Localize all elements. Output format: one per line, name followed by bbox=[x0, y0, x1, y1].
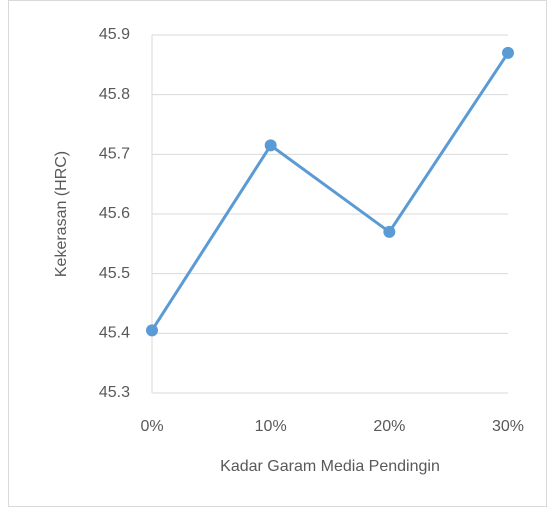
y-axis-title: Kekerasan (HRC) bbox=[53, 151, 70, 277]
y-tick-label: 45.3 bbox=[99, 384, 130, 401]
data-point bbox=[383, 225, 396, 238]
y-tick-label: 45.6 bbox=[99, 205, 130, 222]
x-tick-label: 0% bbox=[140, 418, 163, 435]
y-tick-label: 45.5 bbox=[99, 265, 130, 282]
x-tick-label: 20% bbox=[373, 418, 405, 435]
chart-frame bbox=[8, 0, 547, 507]
y-tick-label: 45.7 bbox=[99, 146, 130, 163]
data-point bbox=[146, 324, 158, 337]
data-point bbox=[502, 46, 514, 59]
series-line bbox=[150, 52, 510, 332]
x-tick-label: 30% bbox=[492, 418, 524, 435]
x-tick-label: 10% bbox=[255, 418, 287, 435]
y-tick-label: 45.4 bbox=[99, 325, 130, 342]
y-tick-label: 45.9 bbox=[99, 26, 130, 43]
y-tick-label: 45.8 bbox=[99, 86, 130, 103]
data-point bbox=[264, 139, 277, 152]
x-axis-title: Kadar Garam Media Pendingin bbox=[220, 458, 440, 475]
